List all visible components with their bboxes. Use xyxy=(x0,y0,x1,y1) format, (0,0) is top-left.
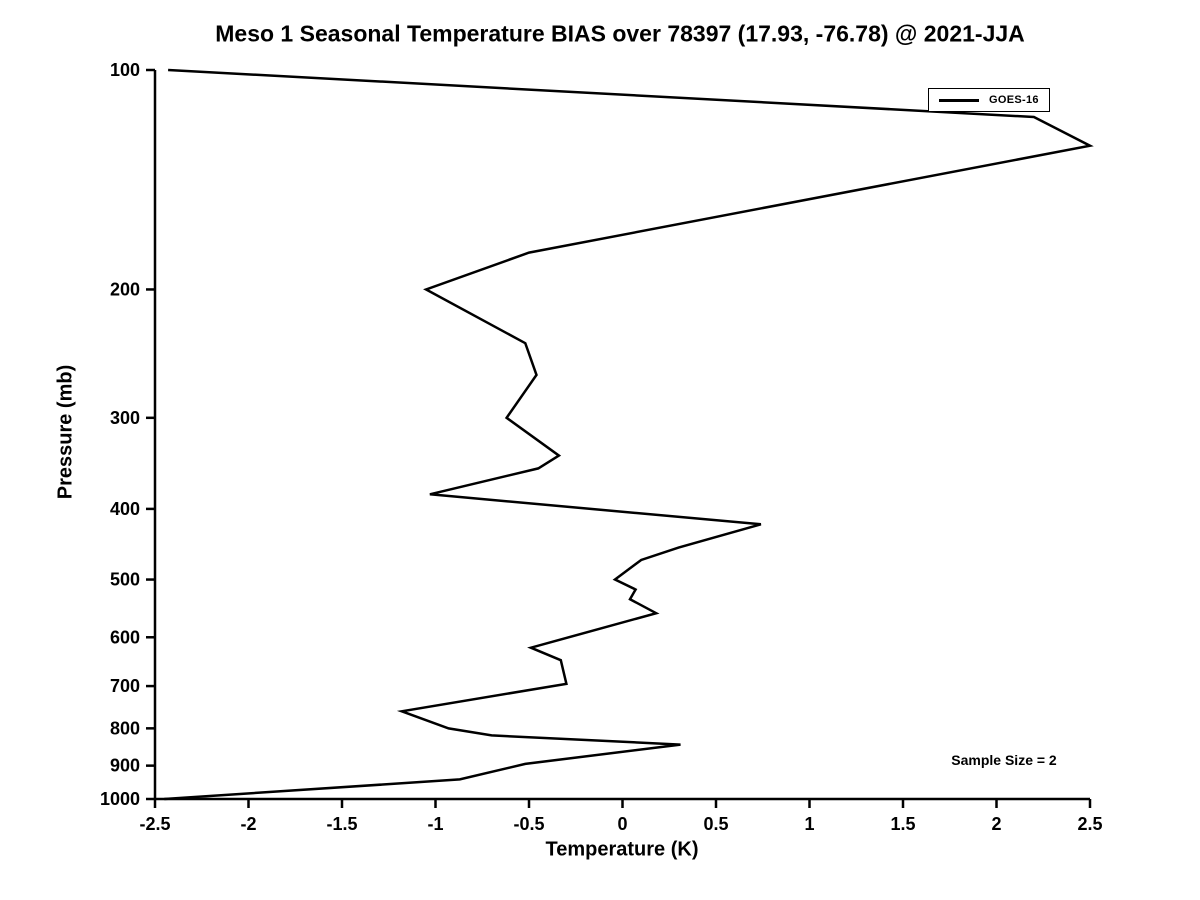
y-tick-label: 400 xyxy=(110,499,140,519)
x-tick-label: 1.5 xyxy=(890,814,915,834)
series-line-goes-16 xyxy=(164,68,1094,801)
x-tick-label: -1 xyxy=(427,814,443,834)
y-tick-label: 900 xyxy=(110,756,140,776)
x-tick-label: -2 xyxy=(240,814,256,834)
y-tick-label: 100 xyxy=(110,60,140,80)
legend-line-sample xyxy=(939,98,979,102)
x-tick-label: 2.5 xyxy=(1077,814,1102,834)
x-tick-label: 0.5 xyxy=(703,814,728,834)
x-tick-label: -0.5 xyxy=(513,814,544,834)
legend-label: GOES-16 xyxy=(989,94,1039,106)
y-tick-label: 500 xyxy=(110,570,140,590)
chart-title: Meso 1 Seasonal Temperature BIAS over 78… xyxy=(215,20,1025,47)
y-tick-label: 200 xyxy=(110,279,140,299)
x-tick-label: -2.5 xyxy=(139,814,170,834)
x-tick-label: 0 xyxy=(617,814,627,834)
y-tick-label: 300 xyxy=(110,408,140,428)
x-axis-label: Temperature (K) xyxy=(545,838,699,861)
x-tick-label: -1.5 xyxy=(326,814,357,834)
y-tick-label: 1000 xyxy=(100,789,140,809)
y-tick-label: 600 xyxy=(110,627,140,647)
sample-size-annotation: Sample Size = 2 xyxy=(951,752,1057,768)
y-tick-label: 700 xyxy=(110,676,140,696)
x-tick-label: 1 xyxy=(804,814,814,834)
y-tick-label: 800 xyxy=(110,718,140,738)
x-tick-label: 2 xyxy=(991,814,1001,834)
legend: GOES-16 xyxy=(928,88,1050,112)
